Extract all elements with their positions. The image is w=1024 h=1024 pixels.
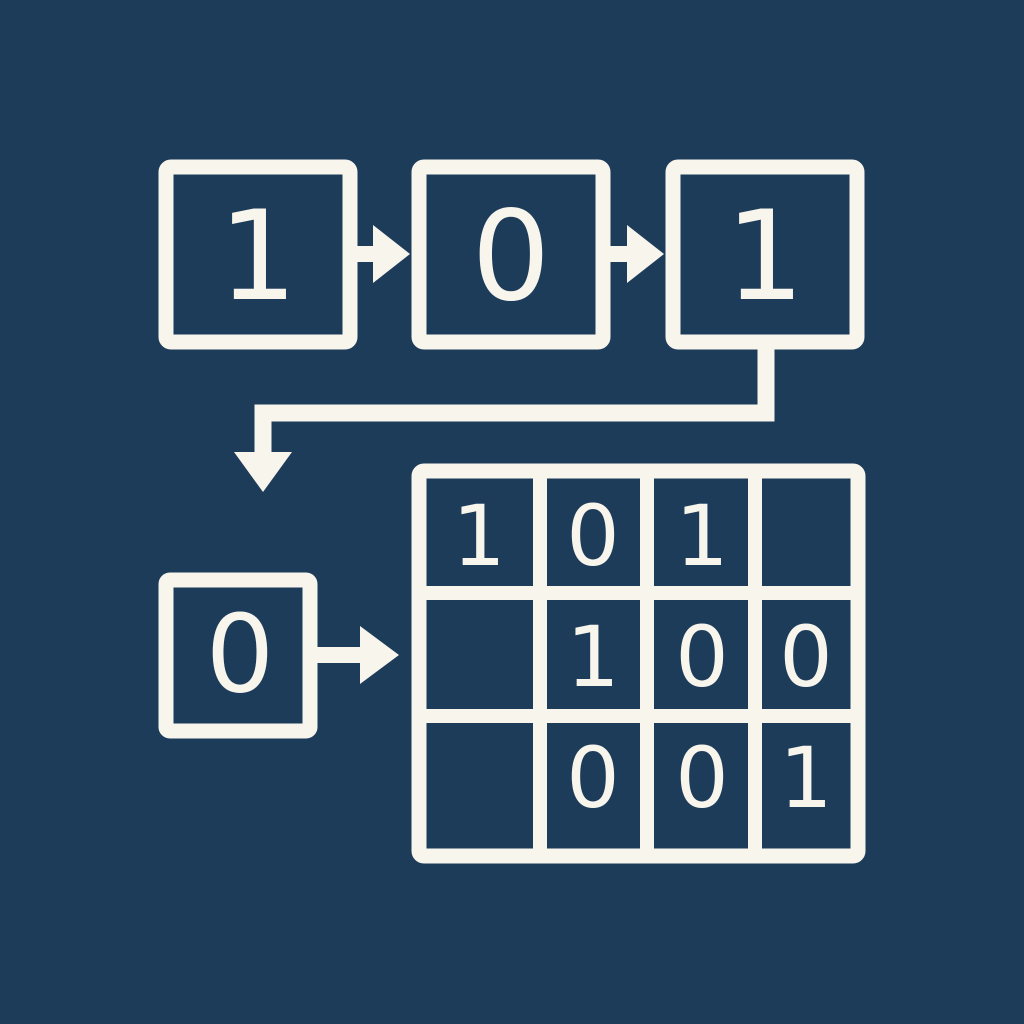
arrow-box2-to-box3 <box>610 225 664 283</box>
grid-cell-r2-c3: 0 <box>675 608 728 706</box>
grid-border <box>411 463 866 864</box>
grid-cell-r3-c3: 0 <box>675 729 728 827</box>
top-box-1: 1 <box>158 159 358 350</box>
arrow-box-to-grid <box>317 626 399 684</box>
top-box-2-digit: 0 <box>472 185 551 329</box>
single-box: 0 <box>158 572 318 739</box>
grid-cell-r1-c2: 0 <box>566 487 619 585</box>
grid-cell-r3-c4: 1 <box>779 729 832 827</box>
grid-cell-r3-c2: 0 <box>566 729 619 827</box>
grid-cell-r2-c4: 0 <box>779 608 832 706</box>
top-box-3-digit: 1 <box>726 185 805 329</box>
grid-cell-r2-c2: 1 <box>566 608 619 706</box>
top-box-1-digit: 1 <box>219 185 298 329</box>
single-box-digit: 0 <box>206 593 275 718</box>
arrow-box1-to-box2 <box>357 225 410 283</box>
elbow-connector-arrow <box>234 342 775 492</box>
grid-table: 1 0 1 1 0 0 0 0 1 <box>411 463 866 864</box>
grid-cell-r1-c3: 1 <box>675 487 728 585</box>
top-box-2: 0 <box>411 159 611 350</box>
top-row: 1 0 1 <box>158 159 865 350</box>
grid-cell-r1-c1: 1 <box>452 487 505 585</box>
